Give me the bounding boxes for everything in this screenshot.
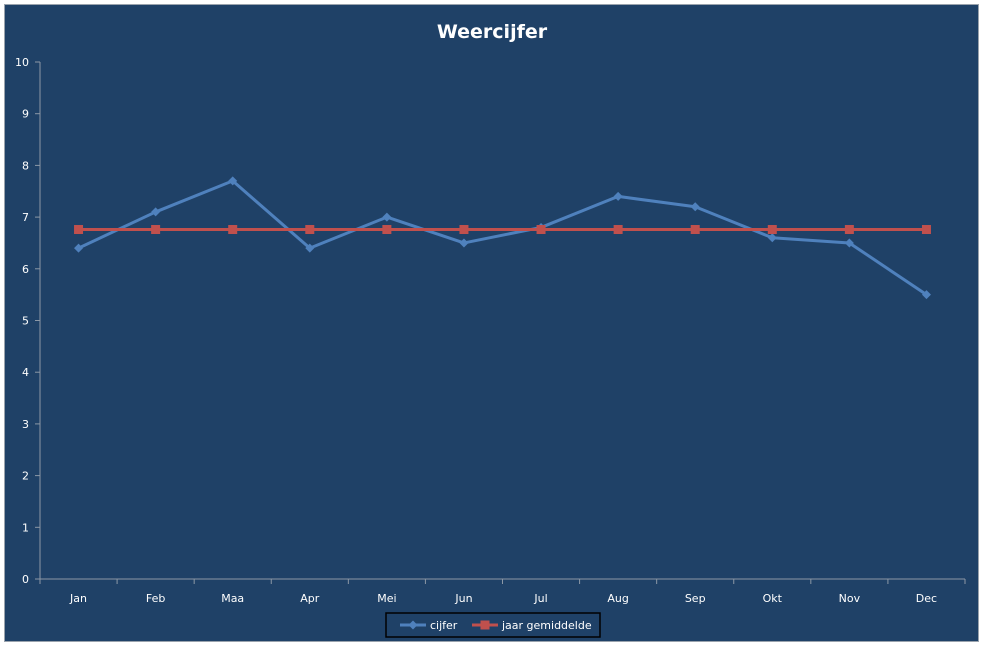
data-point	[74, 243, 84, 253]
x-tick-label: Okt	[763, 592, 783, 605]
x-tick-label: Mei	[377, 592, 396, 605]
data-point	[459, 238, 469, 248]
x-tick-label: Aug	[607, 592, 628, 605]
data-point	[305, 225, 315, 235]
data-point	[305, 243, 315, 253]
data-point	[74, 225, 84, 235]
y-tick-label: 10	[15, 56, 29, 69]
data-point	[536, 225, 546, 235]
series-layer	[74, 176, 931, 300]
axes: 0 1 2 3 4 5 6 7 8 9 10 Jan Feb Maa Apr Mei Jun Jul Aug Sep O…	[15, 56, 966, 605]
data-point	[613, 191, 623, 201]
legend-marker	[408, 620, 418, 630]
y-tick-label: 8	[22, 159, 29, 172]
x-tick-label: Jun	[454, 592, 472, 605]
y-tick-label: 1	[22, 521, 29, 534]
x-tick-label: Sep	[685, 592, 706, 605]
line-chart: Weercijfer 0 1 2 3 4 5 6 7 8 9 10 Jan Feb Maa Apr Mei Ju…	[15, 21, 966, 638]
data-point	[690, 202, 700, 212]
legend-marker	[480, 620, 490, 630]
x-tick-label: Apr	[300, 592, 320, 605]
data-point	[767, 233, 777, 243]
series-jaar-gemiddelde	[74, 225, 931, 235]
data-point	[228, 176, 238, 186]
x-tick-label: Maa	[221, 592, 244, 605]
legend-label: cijfer	[430, 619, 458, 632]
data-point	[151, 207, 161, 217]
data-point	[844, 238, 854, 248]
series-cijfer	[74, 176, 931, 300]
data-point	[921, 290, 931, 300]
chart-area: Weercijfer 0 1 2 3 4 5 6 7 8 9 10 Jan Feb Maa Apr Mei Ju…	[4, 4, 979, 642]
data-point	[151, 225, 161, 235]
data-point	[459, 225, 469, 235]
x-tick-label: Nov	[839, 592, 861, 605]
chart-title: Weercijfer	[437, 21, 548, 43]
legend-box	[385, 612, 601, 638]
legend-item: jaar gemiddelde	[472, 619, 592, 632]
data-point	[228, 225, 238, 235]
x-tick-label: Jan	[69, 592, 87, 605]
y-tick-label: 2	[22, 470, 29, 483]
data-point	[613, 225, 623, 235]
data-point	[921, 225, 931, 235]
series-line	[77, 179, 928, 296]
data-point	[844, 225, 854, 235]
y-tick-label: 3	[22, 418, 29, 431]
x-tick-label: Dec	[916, 592, 937, 605]
y-tick-label: 5	[22, 315, 29, 328]
y-tick-label: 6	[22, 263, 29, 276]
x-tick-label: Feb	[146, 592, 165, 605]
y-tick-label: 7	[22, 211, 29, 224]
x-tick-label: Jul	[533, 592, 547, 605]
data-point	[382, 212, 392, 222]
y-tick-label: 9	[22, 108, 29, 121]
legend-label: jaar gemiddelde	[501, 619, 592, 632]
data-point	[690, 225, 700, 235]
data-point	[382, 225, 392, 235]
y-tick-label: 0	[22, 573, 29, 586]
y-tick-label: 4	[22, 366, 29, 379]
legend: cijfer jaar gemiddelde	[385, 612, 601, 638]
data-point	[767, 225, 777, 235]
legend-item: cijfer	[400, 619, 458, 632]
